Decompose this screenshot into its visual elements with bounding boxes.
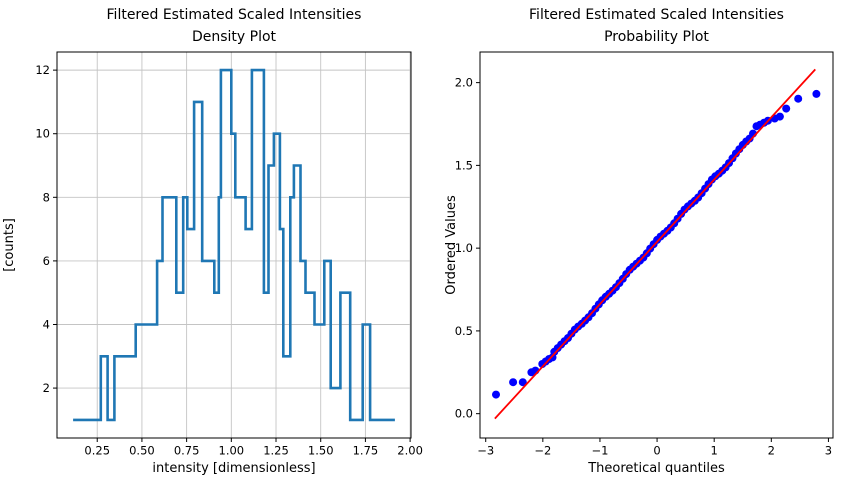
x-tick-label: 0 [653,444,660,458]
y-tick-label: 1.5 [455,158,473,172]
y-tick-label: 8 [43,190,50,204]
scatter-point [794,94,803,103]
y-tick-label: 10 [35,127,50,141]
x-tick-label: 3 [825,444,832,458]
x-tick-label: −3 [477,444,494,458]
scatter-point [492,390,500,399]
y-tick-label: 0.5 [455,324,473,338]
probability-plot-title: Filtered Estimated Scaled Intensities Pr… [480,4,833,48]
y-tick-label: 6 [43,254,50,268]
x-tick-label: 2.00 [397,444,423,458]
x-tick-label: −2 [534,444,551,458]
y-tick-label: 2.0 [455,76,473,90]
scatter-point [509,378,518,387]
scatter-point [775,112,784,121]
x-tick-label: −1 [591,444,608,458]
x-tick-label: 2 [768,444,775,458]
y-tick-label: 4 [43,317,50,331]
scatter-point [518,378,527,387]
histogram-step-line [73,68,395,422]
x-tick-label: 1.00 [219,444,245,458]
density-plot-title-line2: Density Plot [191,29,277,45]
plot-frame [479,51,834,439]
y-tick-label: 2 [43,381,50,395]
x-tick-label: 1.25 [263,444,289,458]
density-plot-ylabel: [counts] [2,218,17,272]
x-tick-label: 0.75 [174,444,200,458]
probability-plot-title-line1: Filtered Estimated Scaled Intensities [529,7,784,23]
x-tick-label: 1.75 [353,444,379,458]
probability-plot-title-line2: Probability Plot [604,29,709,45]
density-plot-title-line1: Filtered Estimated Scaled Intensities [106,7,362,23]
probability-plot-xlabel: Theoretical quantiles [588,461,725,476]
scatter-point [812,89,821,98]
x-tick-label: 0.50 [129,444,155,458]
y-tick-label: 12 [35,63,50,77]
scatter-point [782,104,791,113]
y-tick-label: 1.0 [455,241,473,255]
y-tick-label: 0.0 [455,407,473,421]
fit-line [494,68,816,420]
x-tick-label: 1 [711,444,718,458]
density-plot-xlabel: intensity [dimensionless] [152,461,316,476]
density-plot-title: Filtered Estimated Scaled Intensities De… [57,4,411,48]
x-tick-label: 0.25 [84,444,110,458]
x-tick-label: 1.50 [308,444,334,458]
probability-plot-ylabel: Ordered Values [444,195,459,295]
plot-frame [56,51,412,439]
